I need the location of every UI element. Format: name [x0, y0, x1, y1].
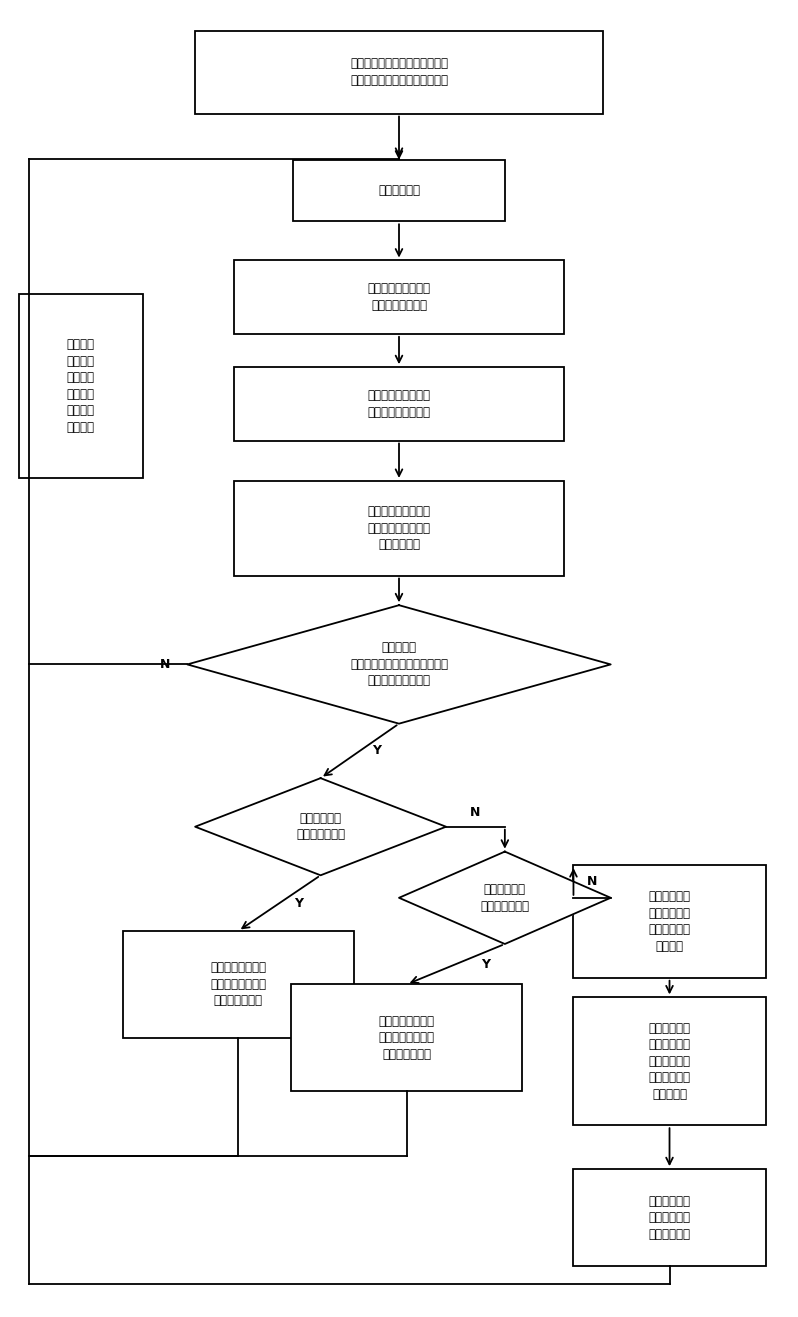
Bar — [235, 261, 563, 335]
Polygon shape — [188, 606, 610, 723]
Bar — [123, 931, 354, 1038]
Bar — [574, 1169, 765, 1266]
Text: 停止计时，调整下
一个周期主路左转
方向信号灯时长: 停止计时，调整下 一个周期主路左转 方向信号灯时长 — [210, 961, 267, 1008]
Text: 判断各方向
实时排队车辆数是否大于设定的
排队车辆数目上限值: 判断各方向 实时排队车辆数是否大于设定的 排队车辆数目上限值 — [350, 641, 448, 687]
Text: 计算绿灯过后各方向
进口道内滞留车辆数: 计算绿灯过后各方向 进口道内滞留车辆数 — [368, 389, 430, 419]
Polygon shape — [196, 778, 446, 876]
Text: 计算各方向绿灯期间
内驶入、驶出车次: 计算各方向绿灯期间 内驶入、驶出车次 — [368, 282, 430, 312]
Polygon shape — [399, 852, 610, 944]
Text: 比较南直行方
向达到排队上
限时间与北直
行方向达到排
队上限时间: 比较南直行方 向达到排队上 限时间与北直 行方向达到排 队上限时间 — [649, 1022, 690, 1101]
Text: N: N — [587, 874, 597, 888]
Text: Y: Y — [294, 897, 303, 910]
Bar — [291, 984, 523, 1090]
Bar — [235, 481, 563, 576]
Text: 计算当前
周期结束
后驶入、
驶出各方
向进口道
的总车次: 计算当前 周期结束 后驶入、 驶出各方 向进口道 的总车次 — [67, 338, 95, 433]
Text: 判断是否辅路
左转排队达上限: 判断是否辅路 左转排队达上限 — [480, 884, 529, 913]
Bar — [574, 865, 765, 977]
Text: 统计红灯期间各方向
进口道内实时排队车
辆数，并计时: 统计红灯期间各方向 进口道内实时排队车 辆数，并计时 — [368, 506, 430, 552]
Text: 进入下一周期: 进入下一周期 — [378, 184, 420, 198]
Text: N: N — [160, 658, 171, 670]
Text: 调整下一个周
期主路直行方
向信号灯时长: 调整下一个周 期主路直行方 向信号灯时长 — [649, 1195, 690, 1241]
Bar — [196, 30, 602, 113]
Bar — [574, 997, 765, 1125]
Text: 各方向总进入车次归零，各方向
总驶出车次归零，所在周期归零: 各方向总进入车次归零，各方向 总驶出车次归零，所在周期归零 — [350, 58, 448, 87]
Text: Y: Y — [373, 744, 381, 757]
Bar — [293, 159, 505, 221]
Text: 停止计时调整
下一个周期主
路左转方向信
号灯时长: 停止计时调整 下一个周期主 路左转方向信 号灯时长 — [649, 890, 690, 952]
Text: 停止计时，调整下
一个周期辅路左转
方向信号灯时长: 停止计时，调整下 一个周期辅路左转 方向信号灯时长 — [379, 1014, 435, 1060]
Text: N: N — [470, 806, 480, 819]
Text: 判断是否主路
左转排队达上限: 判断是否主路 左转排队达上限 — [296, 813, 345, 842]
Text: Y: Y — [480, 957, 490, 971]
Bar — [18, 294, 143, 478]
Bar — [235, 367, 563, 440]
